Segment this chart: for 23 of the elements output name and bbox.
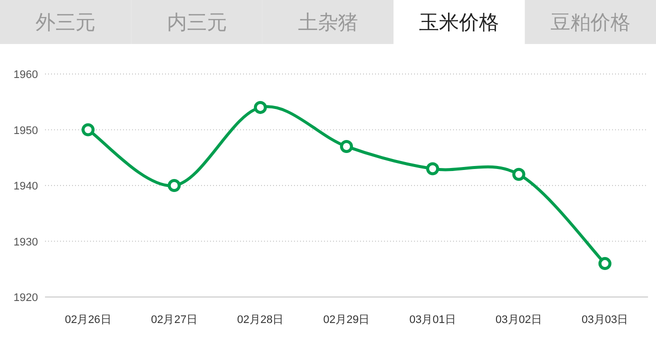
point	[512, 168, 526, 181]
y-tick-label: 1960	[14, 69, 38, 81]
y-tick-label: 1940	[14, 180, 38, 192]
point	[254, 100, 267, 114]
tab: 外三元	[0, 0, 132, 44]
point	[82, 123, 95, 136]
tab: 豆粕价格	[524, 0, 656, 44]
point	[340, 140, 353, 153]
x-tick-label: 03月03日	[582, 314, 628, 326]
tab: 土杂猪	[262, 0, 394, 44]
point	[598, 257, 612, 270]
x-tick-label: 02月29日	[323, 314, 370, 326]
x-tick-label: 02月27日	[150, 314, 198, 326]
point	[426, 162, 440, 176]
x-tick-label: 03月01日	[409, 314, 456, 326]
y-tick-label: 1950	[14, 124, 38, 137]
y-tick-label: 1920	[14, 292, 38, 304]
x-tick-label: 03月02日	[496, 314, 542, 326]
x-tick-label: 02月26日	[64, 314, 112, 326]
tab: 内三元	[131, 0, 262, 44]
point	[168, 179, 181, 192]
y-tick-label: 1930	[14, 236, 38, 248]
x-tick-label: 02月28日	[237, 314, 284, 326]
